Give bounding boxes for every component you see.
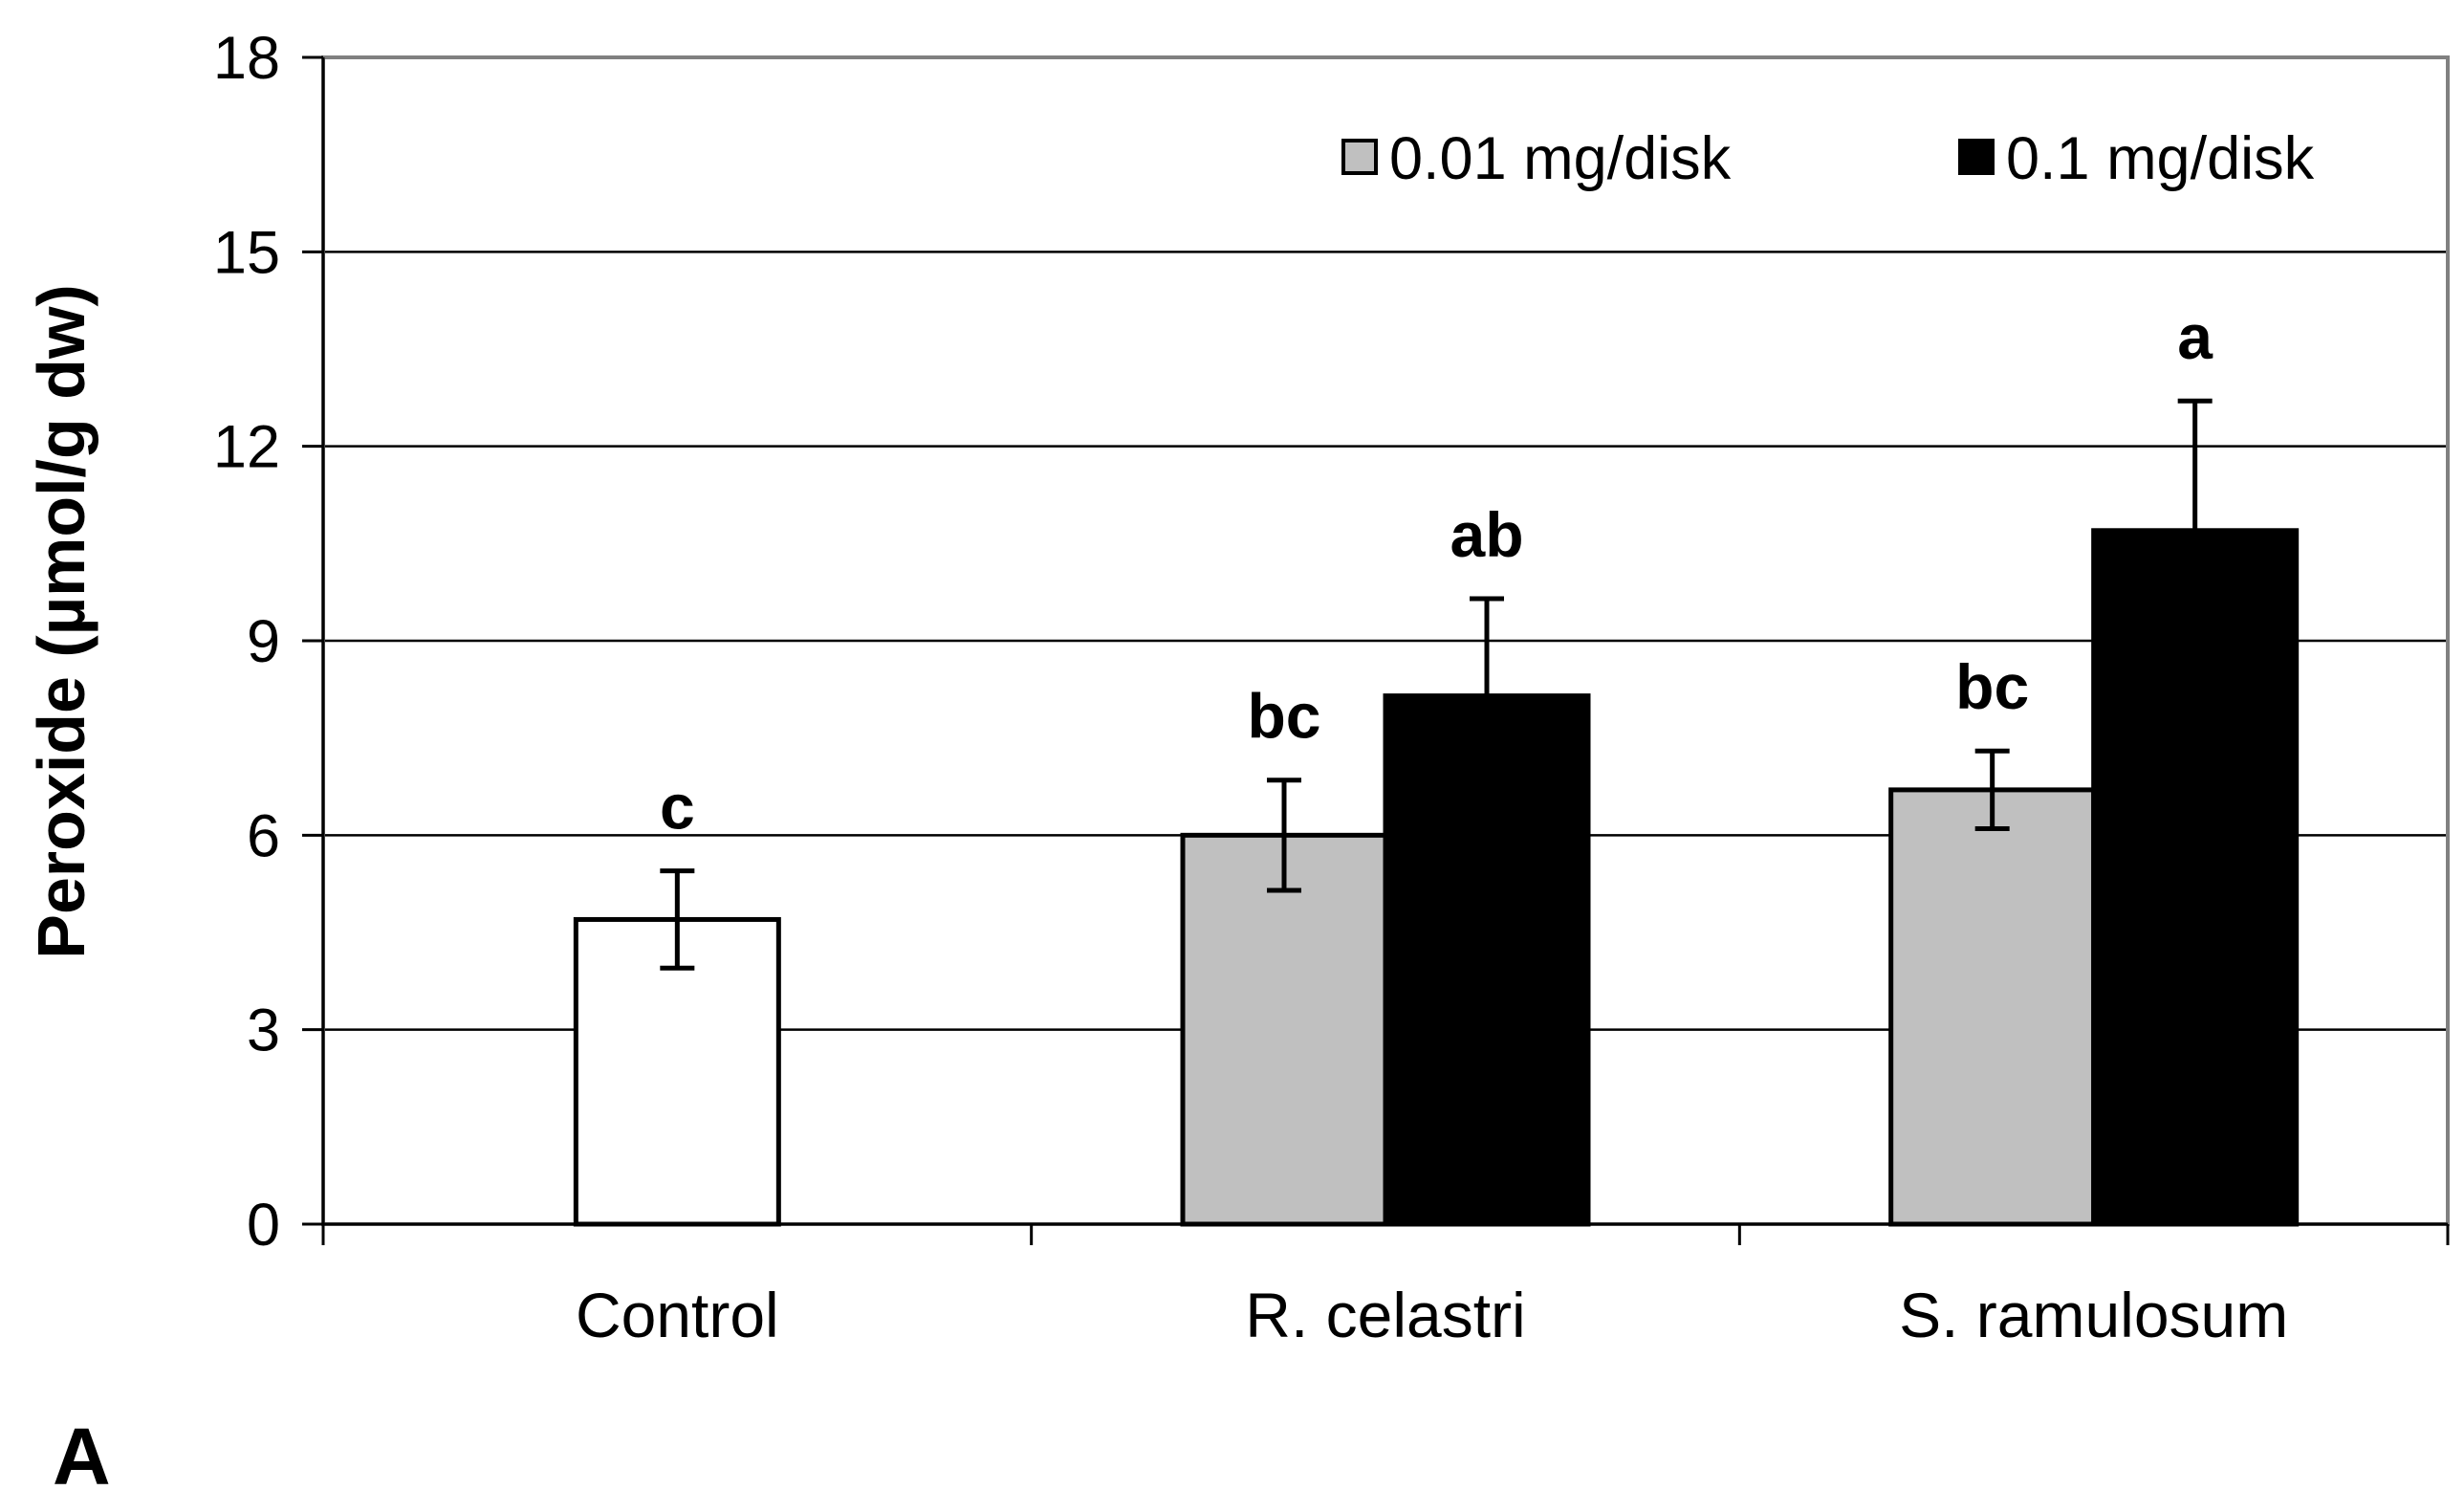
category-label: Control [576, 1280, 779, 1350]
y-tick-label-18: 18 [213, 25, 280, 92]
legend-swatch [1958, 139, 1995, 175]
y-tick-label-0: 0 [247, 1192, 280, 1259]
panel-label: A [53, 1412, 111, 1501]
y-tick-label-15: 15 [213, 219, 280, 286]
y-tick-label-6: 6 [247, 802, 280, 869]
y-tick-label-12: 12 [213, 414, 280, 481]
bar [1180, 832, 1388, 1227]
significance-label: bc [1955, 651, 2029, 722]
legend: 0.01 mg/disk 0.1 mg/disk [1341, 125, 2315, 192]
significance-label: bc [1247, 681, 1320, 752]
significance-label: a [2177, 301, 2213, 372]
bars: c bc ab bc a [573, 301, 2300, 1227]
category-label: S. ramulosum [1899, 1280, 2288, 1350]
y-axis-ticks: 0 3 6 9 12 15 18 [213, 25, 323, 1259]
legend-label: 0.1 mg/disk [2006, 125, 2315, 192]
legend-label: 0.01 mg/disk [1389, 125, 1732, 192]
significance-label: c [660, 772, 695, 843]
significance-label: ab [1450, 499, 1523, 570]
y-tick-label-3: 3 [247, 997, 280, 1064]
bar [1888, 787, 2097, 1227]
legend-swatch [1341, 139, 1378, 175]
category-label: R. celastri [1245, 1280, 1525, 1350]
y-tick-label-9: 9 [247, 608, 280, 675]
y-axis-title: Peroxide (µmol/g dw) [24, 284, 98, 958]
x-axis-category-labels: Control R. celastri S. ramulosum [321, 1224, 2450, 1350]
